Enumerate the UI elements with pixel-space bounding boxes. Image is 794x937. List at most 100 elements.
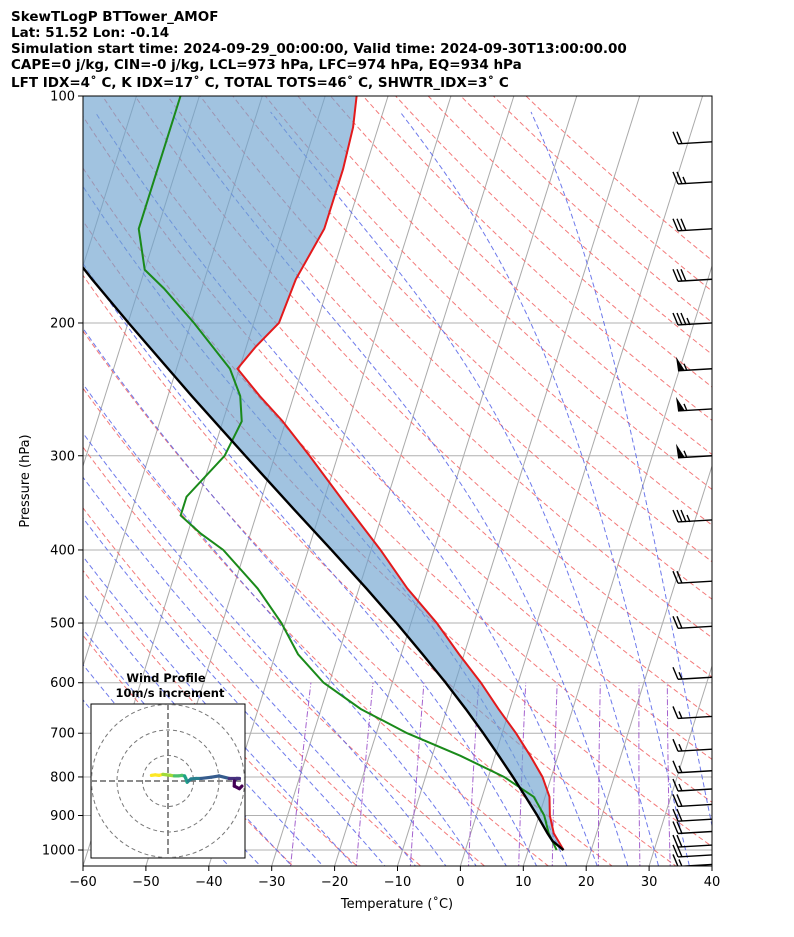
dry-adiabat [492, 96, 712, 292]
dry-adiabat [297, 96, 712, 491]
moist-adiabat [270, 111, 660, 866]
dry-adiabat [83, 330, 613, 866]
wind-barb [672, 666, 712, 680]
y-tick-label: 900 [50, 809, 75, 824]
hodo-ring [91, 704, 245, 858]
mixing-ratio-line [355, 682, 374, 866]
dry-adiabat [83, 507, 422, 866]
x-axis-ticks: −60 −50 −40 −30 −20 −10 0 10 20 30 40 [69, 866, 720, 890]
isotherm-line [0, 23, 97, 881]
moist-adiabat [83, 476, 417, 866]
dry-adiabat [101, 96, 712, 719]
mixing-ratio-line [597, 682, 601, 866]
y-tick-label: 1000 [42, 844, 75, 859]
wind-barb [672, 171, 712, 185]
moist-adiabat [83, 383, 477, 866]
wind-barb [676, 443, 712, 459]
wind-barb [672, 778, 712, 792]
wind-barb [672, 808, 712, 822]
dry-adiabat [134, 96, 712, 678]
dry-adiabat [83, 274, 677, 866]
x-tick-label: 0 [456, 875, 464, 890]
wind-barb [672, 834, 712, 848]
inset-subtitle: 10m/s increment [116, 686, 225, 700]
parcel-profile-line [83, 265, 565, 851]
wind-barb [672, 131, 712, 145]
x-tick-label: −20 [321, 875, 348, 890]
wind-barb [672, 794, 712, 808]
y-tick-label: 800 [50, 770, 75, 785]
mixing-ratio-lines [290, 682, 671, 866]
x-axis-label: Temperature (˚C) [340, 896, 453, 912]
inset-title: Wind Profile [126, 671, 206, 685]
moist-adiabat [83, 327, 507, 866]
wind-barb [672, 312, 712, 326]
dry-adiabat [394, 96, 712, 388]
wind-barb [672, 616, 712, 629]
moist-adiabat [530, 111, 712, 829]
x-tick-label: −10 [384, 875, 411, 890]
dry-adiabat [83, 569, 358, 866]
mixing-ratio-line [638, 682, 641, 866]
moist-adiabat [399, 111, 690, 866]
title-line-cape: CAPE=0 j/kg, CIN=-0 j/kg, LCL=973 hPa, L… [11, 57, 522, 73]
x-tick-label: −30 [258, 875, 285, 890]
isotherm-line [648, 664, 712, 866]
moist-adiabat [83, 432, 447, 866]
mixing-ratio-line [551, 682, 558, 866]
wind-barb [672, 218, 712, 232]
moist-adiabat [83, 262, 538, 866]
moist-adiabat [170, 111, 629, 866]
wind-barb [672, 509, 712, 523]
figure-title: SkewTLogP BTTower_AMOF Lat: 51.52 Lon: -… [11, 9, 627, 91]
x-tick-label: 20 [578, 875, 595, 890]
title-line-indices: LFT IDX=4˚ C, K IDX=17˚ C, TOTAL TOTS=46… [11, 74, 509, 91]
y-axis-ticks: 1000 900 800 700 600 500 400 300 200 100 [42, 90, 83, 859]
isotherm-line [770, 23, 794, 881]
moist-adiabat [83, 592, 324, 866]
dry-adiabat [427, 96, 712, 355]
isotherm-line [522, 264, 712, 866]
y-tick-label: 400 [50, 543, 75, 558]
wind-barb [672, 570, 712, 584]
moist-adiabat [83, 628, 293, 866]
dewpoint-line [137, 96, 558, 851]
title-line-station: SkewTLogP BTTower_AMOF [11, 9, 218, 25]
dry-adiabat [166, 96, 712, 639]
dry-adiabat [362, 96, 712, 421]
title-line-coords: Lat: 51.52 Lon: -0.14 [11, 25, 169, 41]
dry-adiabat [83, 387, 550, 866]
wind-barb [672, 706, 712, 720]
hodograph-segment [199, 775, 213, 781]
wind-barbs [672, 131, 712, 866]
wind-barb [676, 396, 712, 412]
hodograph-segment [217, 774, 231, 781]
x-tick-label: 40 [704, 875, 721, 890]
hodograph [91, 704, 245, 858]
y-tick-label: 500 [50, 617, 75, 632]
x-tick-label: −40 [195, 875, 222, 890]
isotherm-line [585, 464, 712, 866]
wind-barb [672, 738, 712, 752]
wind-barb [672, 760, 712, 774]
isotherm-line [334, 96, 578, 866]
isotherm-line [711, 864, 712, 866]
x-tick-label: −60 [69, 875, 96, 890]
y-tick-label: 300 [50, 449, 75, 464]
dry-adiabat [329, 96, 712, 456]
title-line-times: Simulation start time: 2024-09-29_00:00:… [11, 41, 627, 57]
wind-profile-inset: Wind Profile 10m/s increment [90, 671, 246, 859]
dry-adiabat [83, 634, 294, 866]
isotherm-line [208, 96, 452, 866]
mixing-ratio-line [290, 682, 312, 866]
isotherm-line [271, 96, 515, 866]
temperature-line [236, 96, 565, 851]
mixing-ratio-line [518, 682, 527, 866]
y-tick-label: 600 [50, 676, 75, 691]
y-tick-label: 700 [50, 727, 75, 742]
moist-adiabat [83, 555, 355, 866]
y-axis-label: Pressure (hPa) [18, 434, 33, 527]
hodograph-segment [237, 784, 244, 791]
hodo-ring [142, 755, 194, 807]
